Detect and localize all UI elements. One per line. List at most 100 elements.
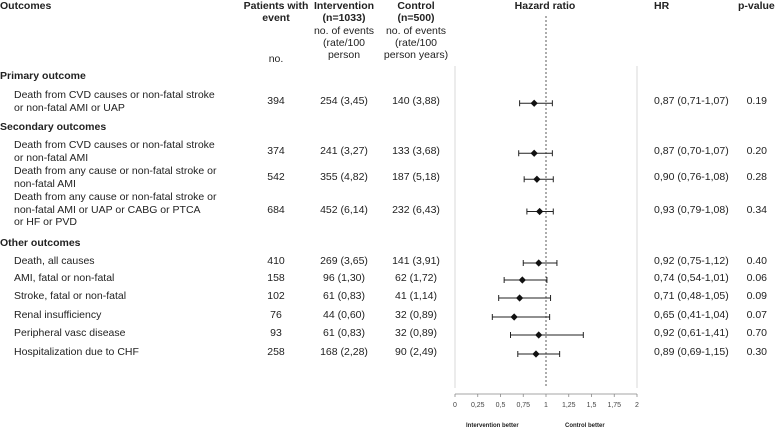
outcome-label: Stroke, fatal or non-fatal [14, 290, 127, 302]
intervention-value: 96 (1,30) [322, 272, 366, 284]
header-control-n: (n=500) [397, 12, 435, 24]
patients-value: 394 [267, 95, 285, 108]
outcome-label: Hospitalization due to CHF [14, 346, 139, 358]
hr-point-marker [510, 313, 518, 321]
hr-point-marker [535, 259, 543, 267]
header-patients-line2: event [262, 12, 290, 24]
hr-value: 0,89 (0,69-1,15) [654, 346, 729, 358]
header-patients: Patients with [243, 0, 309, 12]
control-value: 32 (0,89) [394, 327, 438, 339]
hr-point-marker [532, 350, 540, 358]
hr-point-marker [533, 175, 541, 183]
hr-value: 0,92 (0,75-1,12) [654, 255, 729, 267]
hr-point-marker [530, 149, 538, 157]
x-tick-label: 2 [635, 402, 639, 409]
intervention-better-label: Intervention better [466, 423, 519, 429]
intervention-value: 61 (0,83) [322, 290, 366, 302]
outcome-label: AMI, fatal or non-fatal [14, 272, 115, 284]
outcome-label-line2: non-fatal AMI [14, 177, 76, 190]
header-intervention-rate: (rate/100 [322, 37, 366, 49]
intervention-value: 241 (3,27) [320, 145, 368, 158]
header-intervention-person: person [327, 49, 361, 61]
control-value: 141 (3,91) [392, 255, 440, 267]
header-intervention-n: (n=1033) [322, 12, 366, 24]
header-control-person: person years) [383, 49, 449, 61]
control-value: 32 (0,89) [394, 309, 438, 321]
header-intervention-events: no. of events [313, 25, 375, 37]
hr-value: 0,90 (0,76-1,08) [654, 171, 729, 184]
hr-value: 0,74 (0,54-1,01) [654, 272, 729, 284]
intervention-value: 269 (3,65) [320, 255, 368, 267]
section-secondary: Secondary outcomes [0, 121, 107, 133]
patients-value: 684 [267, 203, 285, 216]
p-value: 0.70 [746, 327, 767, 339]
x-tick-label: 1,75 [607, 402, 621, 409]
outcome-label: Peripheral vasc disease [14, 327, 126, 339]
x-tick-label: 0,25 [471, 402, 485, 409]
intervention-value: 61 (0,83) [322, 327, 366, 339]
hr-value: 0,65 (0,41-1,04) [654, 309, 729, 321]
hr-value: 0,87 (0,71-1,07) [654, 95, 729, 108]
outcome-label-line3: or HF or PVD [14, 216, 78, 228]
control-value: 140 (3,88) [392, 95, 440, 108]
patients-value: 258 [267, 346, 285, 358]
patients-value: 158 [267, 272, 285, 284]
intervention-value: 254 (3,45) [320, 95, 368, 108]
header-control: Control [397, 0, 435, 12]
patients-value: 542 [267, 171, 285, 184]
outcome-label-line2: non-fatal AMI or UAP or CABG or PTCA [14, 203, 201, 216]
control-value: 133 (3,68) [392, 145, 440, 158]
control-value: 232 (6,43) [392, 203, 440, 216]
p-value: 0.34 [746, 203, 767, 216]
hr-point-marker [516, 294, 524, 302]
outcome-label: Renal insufficiency [14, 309, 102, 321]
p-value: 0.40 [746, 255, 767, 267]
patients-value: 102 [267, 290, 285, 302]
header-control-events: no. of events [385, 25, 447, 37]
hr-value: 0,87 (0,70-1,07) [654, 145, 729, 158]
header-pvalue: p-value [738, 0, 775, 12]
hr-value: 0,93 (0,79-1,08) [654, 203, 729, 216]
header-control-rate: (rate/100 [394, 37, 438, 49]
hr-point-marker [535, 331, 543, 339]
section-other: Other outcomes [0, 237, 81, 249]
x-tick-label: 0,75 [516, 402, 530, 409]
outcome-label-line2: or non-fatal AMI [14, 151, 89, 164]
header-patients-unit: no. [268, 53, 284, 65]
outcome-label: Death from any cause or non-fatal stroke… [14, 165, 217, 177]
outcome-label: Death from CVD causes or non-fatal strok… [14, 139, 215, 151]
patients-value: 93 [270, 327, 282, 339]
x-tick-label: 1 [544, 402, 548, 409]
p-value: 0.19 [746, 95, 767, 108]
outcome-label: Death from any cause or non-fatal stroke… [14, 191, 217, 203]
x-tick-label: 1,25 [562, 402, 576, 409]
header-outcomes: Outcomes [0, 0, 52, 12]
x-tick-label: 1,5 [587, 402, 597, 409]
control-value: 187 (5,18) [392, 171, 440, 184]
hr-value: 0,71 (0,48-1,05) [654, 290, 729, 302]
section-primary: Primary outcome [0, 70, 86, 82]
patients-value: 374 [267, 145, 285, 158]
patients-value: 76 [270, 309, 282, 321]
p-value: 0.30 [746, 346, 767, 358]
patients-value: 410 [267, 255, 285, 267]
p-value: 0.06 [746, 272, 767, 284]
intervention-value: 452 (6,14) [320, 203, 368, 216]
header-hr: HR [654, 0, 670, 12]
outcome-label-line2: or non-fatal AMI or UAP [14, 101, 125, 114]
header-intervention: Intervention [313, 0, 375, 12]
hr-point-marker [518, 276, 526, 284]
x-tick-label: 0 [453, 402, 457, 409]
header-hazard-ratio: Hazard ratio [514, 0, 576, 12]
intervention-value: 355 (4,82) [320, 171, 368, 184]
p-value: 0.20 [746, 145, 767, 158]
intervention-value: 44 (0,60) [322, 309, 366, 321]
hr-value: 0,92 (0,61-1,41) [654, 327, 729, 339]
control-value: 62 (1,72) [394, 272, 438, 284]
control-value: 90 (2,49) [394, 346, 438, 358]
control-better-label: Control better [565, 423, 605, 429]
x-tick-label: 0,5 [496, 402, 506, 409]
p-value: 0.28 [746, 171, 767, 184]
hr-point-marker [536, 207, 544, 216]
